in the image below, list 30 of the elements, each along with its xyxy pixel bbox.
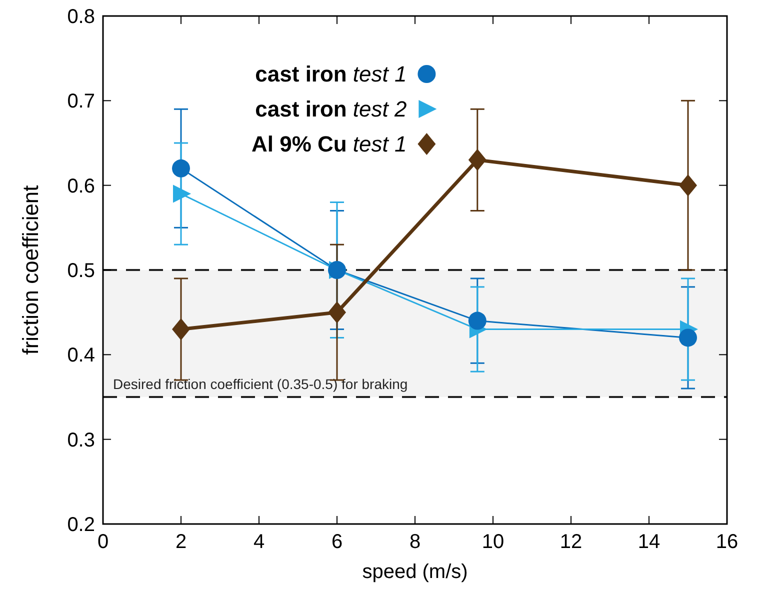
x-tick-label: 16 bbox=[716, 531, 738, 553]
y-axis-title: friction coefficient bbox=[18, 185, 43, 355]
x-tick-label: 6 bbox=[331, 531, 343, 553]
point bbox=[172, 159, 190, 178]
x-tick-label: 8 bbox=[409, 531, 421, 553]
point bbox=[172, 318, 190, 340]
point bbox=[679, 174, 697, 196]
legend-label: cast iron test 1 bbox=[255, 62, 407, 87]
x-tick-label: 0 bbox=[97, 531, 109, 553]
point bbox=[468, 312, 486, 330]
x-tick-label: 12 bbox=[560, 531, 582, 553]
x-axis-title: speed (m/s) bbox=[362, 561, 468, 583]
y-tick-label: 0.7 bbox=[67, 90, 95, 113]
x-tick-label: 14 bbox=[638, 531, 660, 553]
y-tick-label: 0.3 bbox=[67, 429, 95, 452]
point bbox=[679, 328, 697, 347]
y-tick-label: 0.2 bbox=[67, 514, 95, 536]
band-label: Desired friction coefficient (0.35-0.5) for braking bbox=[113, 376, 408, 392]
legend-label: cast iron test 2 bbox=[255, 96, 407, 122]
point bbox=[328, 301, 346, 324]
x-tick-label: 4 bbox=[253, 531, 265, 553]
point bbox=[468, 148, 486, 171]
y-tick-label: 0.5 bbox=[67, 260, 95, 282]
legend-label: Al 9% Cu test 1 bbox=[252, 132, 407, 157]
x-tick-label: 10 bbox=[482, 531, 504, 553]
y-tick-label: 0.8 bbox=[67, 6, 95, 28]
y-tick-label: 0.6 bbox=[67, 175, 95, 198]
point bbox=[173, 184, 191, 203]
x-tick-label: 2 bbox=[175, 531, 187, 553]
y-tick-label: 0.4 bbox=[67, 344, 95, 367]
